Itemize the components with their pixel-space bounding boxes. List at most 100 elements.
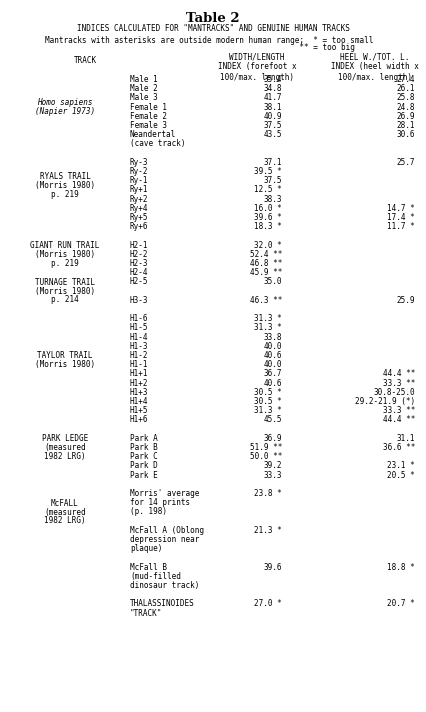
Text: 30.8-25.0: 30.8-25.0 (372, 388, 414, 397)
Text: (Napier 1973): (Napier 1973) (35, 107, 95, 116)
Text: THALASSINOIDES: THALASSINOIDES (130, 600, 194, 608)
Text: 33.3: 33.3 (263, 471, 281, 480)
Text: McFall B: McFall B (130, 562, 167, 572)
Text: 33.3 **: 33.3 ** (382, 407, 414, 415)
Text: 1982 LRG): 1982 LRG) (44, 516, 86, 525)
Text: Park C: Park C (130, 452, 157, 461)
Text: 36.6 **: 36.6 ** (382, 443, 414, 452)
Text: 33.8: 33.8 (263, 333, 281, 342)
Text: Ry-3: Ry-3 (130, 158, 148, 167)
Text: 44.4 **: 44.4 ** (382, 415, 414, 424)
Text: 45.9 **: 45.9 ** (249, 268, 281, 277)
Text: 31.3 *: 31.3 * (253, 323, 281, 333)
Text: Ry+6: Ry+6 (130, 222, 148, 231)
Text: 26.9: 26.9 (396, 112, 414, 121)
Text: 39.5 *: 39.5 * (253, 167, 281, 176)
Text: (Morris 1980): (Morris 1980) (35, 287, 95, 295)
Text: Park D: Park D (130, 461, 157, 471)
Text: 12.5 *: 12.5 * (253, 185, 281, 194)
Text: Mantracks with asterisks are outside modern human range;  * = too small: Mantracks with asterisks are outside mod… (45, 36, 372, 45)
Text: 38.3: 38.3 (263, 194, 281, 204)
Text: 35.4: 35.4 (263, 75, 281, 84)
Text: H2-4: H2-4 (130, 268, 148, 277)
Text: 31.3 *: 31.3 * (253, 314, 281, 323)
Text: 40.0: 40.0 (263, 342, 281, 351)
Text: 30.5 *: 30.5 * (253, 388, 281, 397)
Text: Park A: Park A (130, 434, 157, 443)
Text: 27.4: 27.4 (396, 75, 414, 84)
Text: 25.9: 25.9 (396, 295, 414, 305)
Text: "TRACK": "TRACK" (130, 609, 162, 617)
Text: 43.5: 43.5 (263, 130, 281, 140)
Text: 20.5 *: 20.5 * (386, 471, 414, 480)
Text: Park B: Park B (130, 443, 157, 452)
Text: 29.2-21.9 (*): 29.2-21.9 (*) (354, 397, 414, 406)
Text: Homo sapiens: Homo sapiens (37, 98, 92, 108)
Text: H1+4: H1+4 (130, 397, 148, 406)
Text: (measured: (measured (44, 508, 86, 516)
Text: H2-3: H2-3 (130, 259, 148, 268)
Text: (p. 198): (p. 198) (130, 508, 167, 516)
Text: Ry+5: Ry+5 (130, 213, 148, 222)
Text: (mud-filled: (mud-filled (130, 572, 181, 581)
Text: 18.8 *: 18.8 * (386, 562, 414, 572)
Text: 14.7 *: 14.7 * (386, 204, 414, 213)
Text: H1+3: H1+3 (130, 388, 148, 397)
Text: Male 1: Male 1 (130, 75, 157, 84)
Text: dinosaur track): dinosaur track) (130, 581, 199, 590)
Text: Ry-2: Ry-2 (130, 167, 148, 176)
Text: (Morris 1980): (Morris 1980) (35, 360, 95, 369)
Text: INDICES CALCULATED FOR "MANTRACKS" AND GENUINE HUMAN TRACKS: INDICES CALCULATED FOR "MANTRACKS" AND G… (76, 24, 348, 33)
Text: 18.3 *: 18.3 * (253, 222, 281, 231)
Text: 1982 LRG): 1982 LRG) (44, 452, 86, 461)
Text: 35.0: 35.0 (263, 278, 281, 286)
Text: H2-5: H2-5 (130, 278, 148, 286)
Text: GIANT RUN TRAIL: GIANT RUN TRAIL (30, 241, 99, 250)
Text: 36.7: 36.7 (263, 370, 281, 378)
Text: H2-2: H2-2 (130, 250, 148, 258)
Text: Female 1: Female 1 (130, 103, 167, 112)
Text: Female 3: Female 3 (130, 121, 167, 130)
Text: Female 2: Female 2 (130, 112, 167, 121)
Text: p. 219: p. 219 (51, 189, 79, 199)
Text: 44.4 **: 44.4 ** (382, 370, 414, 378)
Text: 51.9 **: 51.9 ** (249, 443, 281, 452)
Text: 17.4 *: 17.4 * (386, 213, 414, 222)
Text: ** = too big: ** = too big (45, 43, 354, 52)
Text: 40.9: 40.9 (263, 112, 281, 121)
Text: H1-6: H1-6 (130, 314, 148, 323)
Text: 41.7: 41.7 (263, 93, 281, 103)
Text: 20.7 *: 20.7 * (386, 600, 414, 608)
Text: (measured: (measured (44, 443, 86, 452)
Text: 32.0 *: 32.0 * (253, 241, 281, 250)
Text: RYALS TRAIL: RYALS TRAIL (40, 172, 90, 181)
Text: 40.6: 40.6 (263, 379, 281, 387)
Text: 24.8: 24.8 (396, 103, 414, 112)
Text: Ry+4: Ry+4 (130, 204, 148, 213)
Text: 25.7: 25.7 (396, 158, 414, 167)
Text: 30.6: 30.6 (396, 130, 414, 140)
Text: Male 3: Male 3 (130, 93, 157, 103)
Text: Ry+2: Ry+2 (130, 194, 148, 204)
Text: H1+1: H1+1 (130, 370, 148, 378)
Text: PARK LEDGE: PARK LEDGE (42, 434, 88, 444)
Text: 40.0: 40.0 (263, 360, 281, 370)
Text: 31.1: 31.1 (396, 434, 414, 443)
Text: 46.8 **: 46.8 ** (249, 259, 281, 268)
Text: 37.5: 37.5 (263, 176, 281, 185)
Text: Table 2: Table 2 (186, 12, 239, 25)
Text: H1-1: H1-1 (130, 360, 148, 370)
Text: p. 219: p. 219 (51, 258, 79, 268)
Text: 39.6 *: 39.6 * (253, 213, 281, 222)
Text: (Morris 1980): (Morris 1980) (35, 181, 95, 190)
Text: H1+6: H1+6 (130, 415, 148, 424)
Text: H2-1: H2-1 (130, 241, 148, 250)
Text: HEEL W./TOT. L.
INDEX (heel width x
100/max. length): HEEL W./TOT. L. INDEX (heel width x 100/… (330, 52, 418, 82)
Text: 34.8: 34.8 (263, 84, 281, 93)
Text: TAYLOR TRAIL: TAYLOR TRAIL (37, 351, 92, 360)
Text: McFall A (Oblong: McFall A (Oblong (130, 525, 204, 535)
Text: 37.5: 37.5 (263, 121, 281, 130)
Text: Neandertal: Neandertal (130, 130, 176, 140)
Text: 39.2: 39.2 (263, 461, 281, 471)
Text: 52.4 **: 52.4 ** (249, 250, 281, 258)
